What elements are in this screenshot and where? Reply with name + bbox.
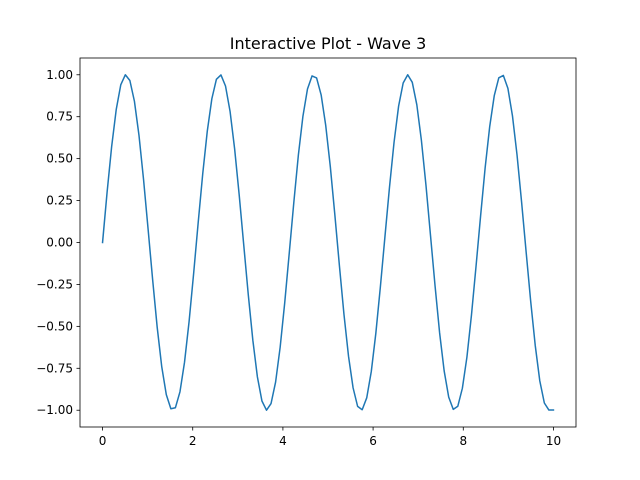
y-tick-label: 0.00 — [46, 236, 73, 250]
y-tick-label: 0.50 — [46, 152, 73, 166]
x-tick-label: 10 — [546, 434, 561, 448]
x-tick-label: 4 — [279, 434, 287, 448]
chart-title: Interactive Plot - Wave 3 — [230, 34, 427, 53]
y-tick-label: 1.00 — [46, 68, 73, 82]
x-tick-label: 0 — [99, 434, 107, 448]
y-tick-label: −0.50 — [36, 319, 73, 333]
y-tick-label: −0.25 — [36, 277, 73, 291]
y-tick-label: 0.25 — [46, 194, 73, 208]
y-tick-label: −1.00 — [36, 403, 73, 417]
x-tick-label: 2 — [189, 434, 197, 448]
y-tick-label: 0.75 — [46, 110, 73, 124]
plot-area — [101, 74, 555, 411]
x-axis: 0 2 4 6 8 10 — [99, 427, 561, 448]
series-line — [101, 74, 555, 411]
axes-frame — [79, 57, 577, 428]
y-axis: 1.00 0.75 0.50 0.25 0.00 −0.25 −0.50 −0.75 −1.00 — [36, 68, 80, 417]
x-tick-label: 8 — [459, 434, 467, 448]
y-tick-label: −0.75 — [36, 361, 73, 375]
x-tick-label: 6 — [369, 434, 377, 448]
